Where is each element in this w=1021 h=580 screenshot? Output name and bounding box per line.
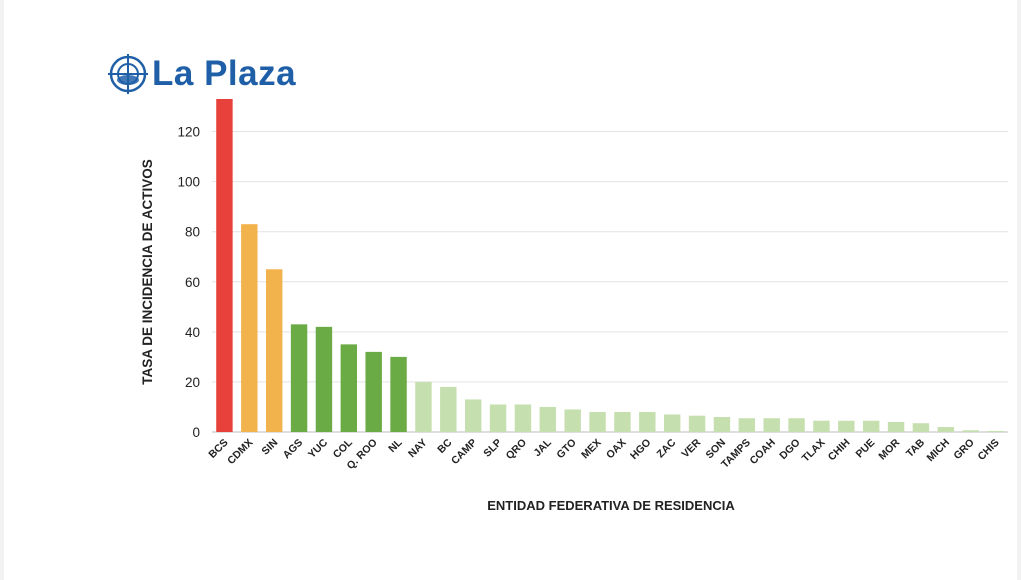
bar <box>937 426 955 432</box>
x-tick-label: CAMP <box>449 437 479 467</box>
bar <box>987 430 1004 432</box>
bar <box>440 386 457 432</box>
bar <box>489 404 507 432</box>
x-axis-label: ENTIDAD FEDERATIVA DE RESIDENCIA <box>487 498 735 513</box>
y-tick-label: 0 <box>192 425 200 440</box>
y-tick-label: 20 <box>185 375 200 390</box>
x-tick-label: ZAC <box>655 436 679 460</box>
bar <box>838 420 855 432</box>
page-edge-left <box>0 0 4 580</box>
bar <box>663 414 681 432</box>
bar <box>415 381 432 432</box>
y-tick-label: 80 <box>185 225 200 240</box>
x-tick-label: TLAX <box>800 437 828 465</box>
x-tick-label: AGS <box>281 437 306 462</box>
x-tick-label: SLP <box>481 437 504 460</box>
x-tick-label: CDMX <box>225 437 255 467</box>
x-tick-label: DGO <box>777 437 802 462</box>
bar <box>639 411 656 432</box>
y-tick-label: 120 <box>177 125 200 140</box>
x-tick-label: QRO <box>504 437 529 462</box>
bar <box>912 423 930 432</box>
x-tick-label: GRO <box>951 437 976 462</box>
x-tick-label: MEX <box>579 437 604 462</box>
bar <box>589 411 606 432</box>
x-tick-label: NL <box>386 436 405 455</box>
bar <box>514 404 532 432</box>
bar <box>290 324 308 432</box>
crosshair-globe-icon <box>108 54 148 94</box>
x-tick-label: CHIS <box>975 437 1001 463</box>
x-tick-label: HGO <box>628 437 653 462</box>
bar <box>763 418 780 432</box>
bar <box>539 406 557 432</box>
bar <box>788 418 805 432</box>
x-tick-label: OAX <box>604 437 629 462</box>
y-axis-ticks: 0 20 40 60 80 100 120 <box>177 125 200 440</box>
bar <box>862 420 880 432</box>
bars <box>216 99 1004 432</box>
x-tick-label: SIN <box>259 437 280 458</box>
brand-name: La Plaza <box>152 54 297 93</box>
bar <box>390 356 407 432</box>
bar <box>464 399 482 432</box>
bar <box>738 418 756 432</box>
x-tick-label: YUC <box>306 436 330 460</box>
bar <box>962 430 979 432</box>
y-tick-label: 40 <box>185 325 200 340</box>
x-tick-label: PUE <box>854 437 878 461</box>
bar <box>614 411 631 432</box>
grid-lines <box>212 131 1008 433</box>
x-tick-label: MOR <box>876 436 902 462</box>
bar <box>713 416 731 432</box>
bar <box>265 269 283 432</box>
bar <box>365 351 382 432</box>
bar <box>315 326 333 432</box>
bar <box>887 421 905 432</box>
y-tick-label: 100 <box>177 175 200 190</box>
bar <box>813 420 830 432</box>
bar <box>564 409 581 432</box>
bar <box>241 224 258 432</box>
brand-logo: La Plaza <box>108 54 296 94</box>
x-tick-label: NAY <box>406 437 429 460</box>
y-axis-label: TASA DE INCIDENCIA DE ACTIVOS <box>140 159 155 385</box>
bar <box>216 99 233 432</box>
x-tick-label: MICH <box>924 437 951 464</box>
x-tick-label: BC <box>435 436 455 456</box>
page-edge-right <box>1017 0 1021 580</box>
y-tick-label: 60 <box>185 275 200 290</box>
x-tick-label: COAH <box>747 437 777 467</box>
x-tick-label: CHIH <box>826 437 853 464</box>
x-tick-label: JAL <box>531 436 554 459</box>
x-tick-label: GTO <box>554 437 578 461</box>
bar <box>340 344 358 432</box>
x-tick-label: VER <box>679 436 703 460</box>
bar <box>688 415 706 432</box>
